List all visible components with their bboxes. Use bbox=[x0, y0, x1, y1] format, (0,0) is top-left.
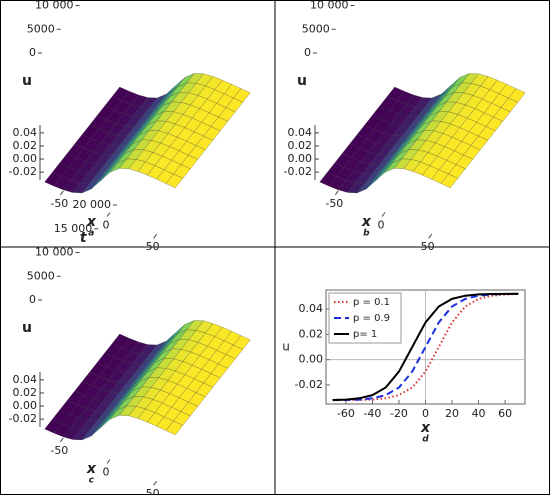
y-tick-label: 5000 bbox=[302, 22, 330, 35]
series-line bbox=[332, 292, 519, 401]
y-tick-label: 0 bbox=[29, 46, 36, 59]
y-axis-label: u bbox=[282, 340, 290, 354]
z-tick-label: -0.02 bbox=[284, 165, 312, 178]
surface-patch bbox=[440, 173, 459, 189]
y-tick-label: 10 000 bbox=[310, 0, 349, 12]
z-tick-label: 0.02 bbox=[288, 139, 313, 152]
x-tick-label: 20 bbox=[445, 407, 459, 420]
y-tick-label: 15 000 bbox=[54, 222, 93, 235]
x-tick bbox=[153, 233, 158, 239]
x-tick-label: -50 bbox=[50, 444, 68, 457]
x-axis-label: x bbox=[86, 214, 97, 230]
x-tick-label: -20 bbox=[390, 407, 408, 420]
panel-label: c bbox=[89, 475, 95, 485]
x-tick-label: 0 bbox=[422, 407, 429, 420]
z-tick-label: 0.00 bbox=[13, 152, 38, 165]
x-tick bbox=[106, 212, 111, 217]
x-tick bbox=[106, 459, 111, 464]
x-tick-label: -40 bbox=[363, 407, 381, 420]
x-tick-label: 40 bbox=[472, 407, 486, 420]
x-tick bbox=[334, 190, 339, 196]
z-tick-label: 0.02 bbox=[13, 386, 38, 399]
legend-label: p = 0.9 bbox=[353, 313, 390, 324]
x-tick-label: 50 bbox=[146, 240, 160, 253]
surface-patch bbox=[165, 420, 184, 436]
x-axis-label: x bbox=[86, 461, 97, 477]
x-tick bbox=[59, 190, 64, 196]
x-tick-label: -50 bbox=[50, 197, 68, 210]
y-tick-label: 10 000 bbox=[35, 0, 74, 12]
y-tick-label: 0.00 bbox=[299, 353, 324, 366]
z-tick-label: -0.02 bbox=[9, 165, 37, 178]
x-tick bbox=[153, 480, 158, 486]
x-tick-label: 60 bbox=[498, 407, 512, 420]
y-tick-label: 5000 bbox=[27, 22, 55, 35]
legend-label: p= 1 bbox=[353, 329, 377, 340]
x-tick-label: 0 bbox=[103, 466, 110, 479]
x-tick bbox=[59, 437, 64, 443]
y-tick-label: 0.02 bbox=[299, 327, 324, 340]
y-tick-label: 0.04 bbox=[299, 302, 324, 315]
z-tick-label: 0.04 bbox=[13, 126, 38, 139]
x-axis-label: x bbox=[361, 214, 372, 230]
surface-patch bbox=[165, 173, 184, 189]
x-tick-label: 0 bbox=[103, 219, 110, 232]
x-tick-label: 0 bbox=[378, 219, 385, 232]
panel-label: b bbox=[363, 228, 370, 238]
y-tick-label: 0 bbox=[304, 46, 311, 59]
z-tick-label: 0.02 bbox=[13, 139, 38, 152]
x-axis-label: x bbox=[420, 420, 431, 436]
y-tick-label: 10 000 bbox=[35, 246, 74, 259]
panel-label: a bbox=[88, 228, 94, 238]
panel-label: d bbox=[422, 435, 429, 445]
z-axis-label: u bbox=[22, 320, 32, 336]
x-tick bbox=[381, 212, 386, 217]
z-tick-label: 0.04 bbox=[288, 126, 313, 139]
z-axis-label: u bbox=[22, 73, 32, 89]
x-tick bbox=[428, 233, 433, 239]
x-tick-label: -60 bbox=[337, 407, 355, 420]
z-tick-label: 0.04 bbox=[13, 373, 38, 386]
z-tick-label: -0.02 bbox=[9, 412, 37, 425]
x-tick-label: 50 bbox=[421, 240, 435, 253]
y-tick-label: 0 bbox=[29, 293, 36, 306]
x-tick-label: -50 bbox=[325, 197, 343, 210]
y-tick-label: 20 000 bbox=[73, 198, 112, 211]
z-axis-label: u bbox=[297, 73, 307, 89]
y-axis-label: t bbox=[80, 230, 88, 246]
y-tick-label: 5000 bbox=[27, 269, 55, 282]
x-tick-label: 50 bbox=[146, 487, 160, 495]
y-tick-label: -0.02 bbox=[295, 378, 323, 391]
legend-label: p = 0.1 bbox=[353, 297, 390, 308]
z-tick-label: 0.00 bbox=[13, 399, 38, 412]
z-tick-label: 0.00 bbox=[288, 152, 313, 165]
